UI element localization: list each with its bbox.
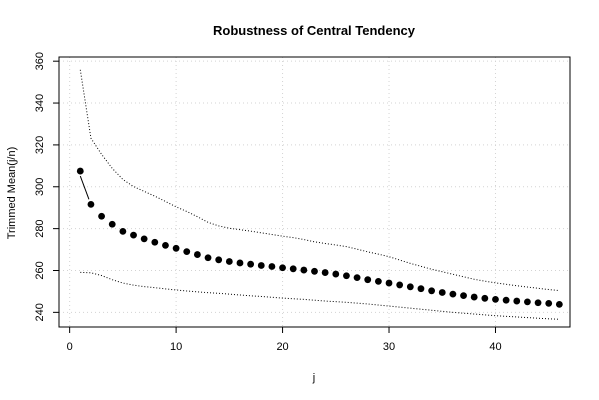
x-tick-label: 30 (383, 341, 395, 353)
y-tick-label: 260 (34, 261, 46, 279)
grid (59, 57, 570, 327)
x-tick-label: 0 (67, 341, 73, 353)
data-point (470, 293, 478, 301)
data-point (343, 272, 350, 280)
chart-title: Robustness of Central Tendency (213, 23, 416, 38)
connector-segment (79, 175, 90, 200)
data-points (76, 167, 563, 308)
data-point (311, 267, 318, 275)
data-point (183, 248, 191, 256)
data-point (76, 167, 84, 175)
y-tick-label: 340 (34, 94, 46, 112)
y-tick-label: 240 (34, 303, 46, 321)
x-tick-label: 10 (170, 341, 182, 353)
data-point (545, 299, 553, 307)
data-point (247, 260, 255, 268)
x-axis-label: j (312, 372, 315, 384)
y-tick-label: 280 (34, 219, 46, 237)
y-axis-ticks: 240 260 280 300 320 340 360 (34, 52, 59, 322)
data-point (279, 264, 286, 272)
data-point (172, 244, 180, 252)
upper-bound-line (79, 69, 560, 292)
data-point (87, 200, 95, 208)
data-point (268, 263, 276, 270)
x-tick-label: 20 (276, 341, 288, 353)
data-point (204, 254, 212, 262)
data-point (385, 279, 393, 287)
confidence-bounds (79, 69, 560, 320)
data-point (417, 285, 425, 293)
data-point (534, 299, 542, 307)
x-tick-label: 40 (489, 341, 501, 353)
data-point (130, 231, 137, 239)
x-axis-ticks: 0 10 20 30 40 (67, 327, 502, 353)
data-point (300, 266, 308, 274)
data-point (215, 256, 223, 264)
plot-frame (58, 56, 571, 328)
data-point (108, 220, 116, 228)
data-point (481, 294, 489, 302)
data-point (396, 281, 404, 289)
data-point (406, 283, 414, 291)
data-point (193, 251, 201, 258)
y-axis-label: Trimmed Mean(j/n) (6, 147, 18, 240)
data-point (460, 292, 467, 300)
data-point (225, 258, 233, 265)
data-point (289, 265, 297, 273)
data-point (492, 295, 499, 303)
data-point (353, 274, 361, 282)
data-point (502, 296, 510, 304)
data-point (119, 227, 127, 235)
data-point (524, 298, 531, 306)
data-point (140, 235, 148, 243)
data-point (236, 259, 244, 267)
data-point (438, 289, 446, 296)
data-point (374, 277, 382, 285)
y-tick-label: 320 (34, 136, 46, 154)
data-point (257, 262, 265, 269)
data-point (321, 269, 329, 276)
y-tick-label: 360 (34, 52, 46, 70)
y-tick-label: 300 (34, 178, 46, 196)
data-point (513, 297, 521, 305)
data-point (332, 270, 340, 278)
data-point (98, 212, 105, 220)
data-point (449, 290, 457, 298)
data-point (428, 287, 436, 295)
data-point (364, 276, 372, 284)
data-point (151, 238, 159, 246)
data-point (555, 300, 563, 308)
lower-bound-line (80, 271, 560, 320)
data-point (162, 241, 169, 249)
